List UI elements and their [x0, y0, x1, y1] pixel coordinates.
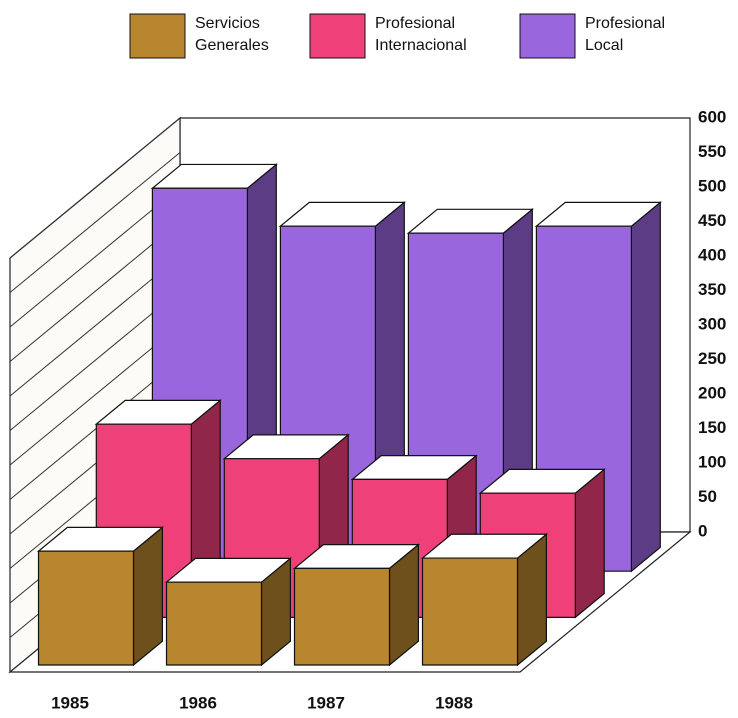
x-tick-label: 1987	[307, 693, 345, 712]
bar-side	[630, 201, 661, 573]
legend-swatch	[129, 13, 186, 59]
x-tick-label: 1986	[179, 693, 217, 712]
grid-line	[9, 324, 181, 466]
grid-line	[9, 186, 181, 328]
bar	[36, 526, 165, 667]
grid-line	[9, 290, 181, 431]
bar-front	[293, 567, 391, 666]
y-tick-label: 600	[698, 107, 726, 126]
y-tick-label: 450	[698, 211, 726, 230]
y-tick-label: 400	[698, 245, 726, 264]
bar	[292, 543, 421, 667]
y-tick-label: 200	[698, 383, 726, 402]
grid-line	[9, 359, 181, 500]
bar-front	[421, 557, 519, 666]
y-tick-label: 100	[698, 452, 726, 471]
y-tick-label: 300	[698, 314, 726, 333]
bar-side	[574, 468, 605, 619]
bar	[420, 532, 549, 667]
y-tick-label: 50	[698, 487, 717, 506]
y-tick-label: 350	[698, 280, 726, 299]
y-tick-label: 150	[698, 418, 726, 437]
x-tick-label: 1988	[435, 693, 473, 712]
grid-line	[9, 152, 181, 293]
y-tick-label: 0	[698, 521, 707, 540]
bar-front	[37, 550, 135, 666]
grid-line	[9, 117, 181, 259]
grid-line	[9, 221, 181, 362]
bar	[164, 557, 293, 667]
grid-line	[9, 255, 181, 397]
y-tick-label: 250	[698, 349, 726, 368]
legend-label: Profesional Internacional	[375, 15, 467, 54]
legend-swatch	[519, 13, 576, 59]
legend-label: Profesional Local	[585, 15, 665, 54]
bar-front	[165, 581, 263, 666]
y-tick-label: 500	[698, 176, 726, 195]
x-tick-label: 1985	[51, 693, 89, 712]
legend-label: Servicios Generales	[195, 15, 269, 54]
legend-swatch	[309, 13, 366, 59]
y-tick-label: 550	[698, 142, 726, 161]
